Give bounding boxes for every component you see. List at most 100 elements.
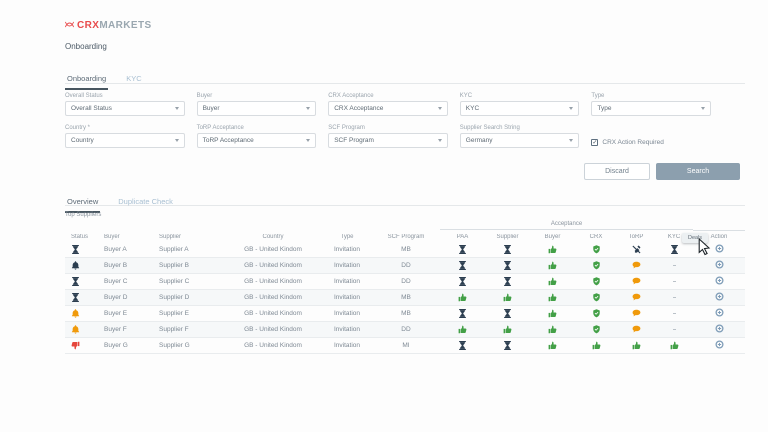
acceptance-paa-cell — [440, 277, 485, 286]
column-header-scf-program: SCF Program — [387, 233, 425, 240]
crx-logo-icon — [65, 20, 74, 29]
filter-torp-acceptance-select[interactable]: ToRP Acceptance — [196, 133, 317, 148]
thumbs-up-icon-acceptance-buyer — [548, 341, 557, 350]
supplier-cell: Supplier D — [159, 294, 190, 301]
table-row: Buyer A Supplier A GB - United Kindom Invit… — [65, 242, 745, 258]
tab-kyc[interactable]: KYC — [126, 74, 142, 83]
acceptance-group-row: Acceptance — [65, 220, 745, 231]
filter-scf-program-select[interactable]: SCF Program — [328, 133, 448, 148]
column-header-supplier: Supplier — [159, 233, 182, 240]
acceptance-kyc-cell — [655, 245, 693, 254]
hourglass-icon-acceptance-paa — [458, 341, 467, 350]
filter-supplier-search-string-select[interactable]: Germany — [459, 133, 580, 148]
acceptance-paa-cell — [440, 341, 485, 350]
filter-scf-program-label: SCF Program — [328, 125, 365, 131]
hourglass-icon-acceptance-supplier — [503, 341, 512, 350]
mouse-cursor — [698, 237, 711, 261]
type-cell: Invitation — [333, 246, 361, 253]
column-header-type: Type — [340, 233, 354, 240]
crx-action-required-checkbox[interactable]: ✓ — [591, 139, 599, 146]
acceptance-paa-cell — [440, 261, 485, 270]
acceptance-crx-cell — [575, 325, 617, 334]
search-button[interactable]: Search — [656, 163, 740, 180]
acceptance-paa-cell — [440, 309, 485, 318]
type-cell: Invitation — [333, 294, 361, 301]
column-header-kyc: KYC — [667, 233, 681, 240]
filter-type-select[interactable]: Type — [591, 101, 711, 116]
table-row: Buyer F Supplier F GB - United Kindom Invit… — [65, 322, 745, 338]
action-cell — [693, 308, 745, 319]
filter-overall-status-select[interactable]: Overall Status — [65, 101, 185, 116]
filter-type-label: Type — [591, 93, 605, 99]
acceptance-crx-cell — [575, 309, 617, 318]
acceptance-torp-cell — [617, 261, 655, 270]
plus-circle-icon-action[interactable] — [714, 324, 724, 333]
crx-action-required-wrap: ✓ CRX Action Required — [591, 137, 711, 148]
status-cell — [65, 245, 103, 254]
hourglass-icon-acceptance-paa — [458, 277, 467, 286]
plus-circle-icon-action[interactable] — [714, 292, 724, 301]
country-cell: GB - United Kindom — [244, 342, 302, 349]
shield-check-icon-acceptance-crx — [592, 293, 601, 302]
filter-kyc-select[interactable]: KYC — [459, 101, 580, 116]
acceptance-kyc-cell — [655, 293, 693, 302]
thumbs-up-icon-acceptance-buyer — [548, 309, 557, 318]
plus-circle-icon-action[interactable] — [714, 276, 724, 285]
dash-icon-acceptance-kyc — [670, 293, 679, 302]
hourglass-icon-status — [71, 245, 80, 254]
acceptance-crx-cell — [575, 293, 617, 302]
type-cell: Invitation — [333, 326, 361, 333]
chevron-down-icon — [569, 139, 574, 142]
bell-icon-status — [71, 325, 80, 334]
acceptance-torp-cell — [617, 277, 655, 286]
filter-supplier-search-string: Supplier Search String Germany — [459, 125, 580, 148]
table-row: Buyer D Supplier D GB - United Kindom Invit… — [65, 290, 745, 306]
filter-torp-acceptance: ToRP Acceptance ToRP Acceptance — [196, 125, 317, 148]
discard-button[interactable]: Discard — [584, 163, 650, 180]
acceptance-crx-cell — [575, 277, 617, 286]
filter-type-value: Type — [597, 105, 612, 112]
country-cell: GB - United Kindom — [244, 294, 302, 301]
status-cell — [65, 341, 103, 350]
chat-icon-acceptance-torp — [632, 325, 641, 334]
thumbs-up-icon-acceptance-crx — [592, 341, 601, 350]
country-cell: GB - United Kindom — [244, 278, 302, 285]
type-cell: Invitation — [333, 310, 361, 317]
brand-name-secondary: MARKETS — [99, 20, 152, 31]
acceptance-crx-cell — [575, 261, 617, 270]
chevron-down-icon — [174, 107, 179, 110]
filter-torp-acceptance-label: ToRP Acceptance — [196, 125, 244, 131]
plus-circle-icon-action[interactable] — [714, 260, 724, 269]
scf-program-cell: DD — [401, 278, 411, 285]
acceptance-torp-cell — [617, 341, 655, 350]
top-tab-bar: Onboarding KYC — [65, 68, 745, 90]
status-cell — [65, 325, 103, 334]
filter-country: Country * Country — [65, 125, 185, 148]
bell-icon-status — [71, 261, 80, 270]
supplier-cell: Supplier F — [159, 326, 189, 333]
column-header-country: Country — [262, 233, 284, 240]
filter-buyer-select[interactable]: Buyer — [196, 101, 317, 116]
filter-crx-acceptance-select[interactable]: CRX Acceptance — [328, 101, 448, 116]
thumbs-down-icon-status — [71, 341, 80, 350]
tab-overview[interactable]: Overview — [65, 197, 101, 213]
plus-circle-icon-action[interactable] — [714, 244, 724, 253]
tab-onboarding[interactable]: Onboarding — [65, 74, 109, 90]
filter-country-select[interactable]: Country — [65, 133, 185, 148]
shield-check-icon-acceptance-crx — [592, 277, 601, 286]
filter-crx-acceptance: CRX Acceptance CRX Acceptance — [328, 93, 448, 116]
filter-overall-status: Overall Status Overall Status — [65, 93, 185, 116]
plus-circle-icon-action[interactable] — [714, 308, 724, 317]
tab-duplicate-check[interactable]: Duplicate Check — [118, 197, 173, 206]
hourglass-icon-acceptance-supplier — [503, 245, 512, 254]
supplier-cell: Supplier A — [159, 246, 189, 253]
acceptance-buyer-cell — [530, 309, 575, 318]
hourglass-icon-acceptance-paa — [458, 309, 467, 318]
action-cell — [693, 324, 745, 335]
dash-icon-acceptance-kyc — [670, 261, 679, 270]
action-cell — [693, 260, 745, 271]
plus-circle-icon-action[interactable] — [714, 340, 724, 349]
shield-check-icon-acceptance-crx — [592, 245, 601, 254]
thumbs-up-icon-acceptance-torp — [632, 341, 641, 350]
table-row: Buyer C Supplier C GB - United Kindom Invit… — [65, 274, 745, 290]
